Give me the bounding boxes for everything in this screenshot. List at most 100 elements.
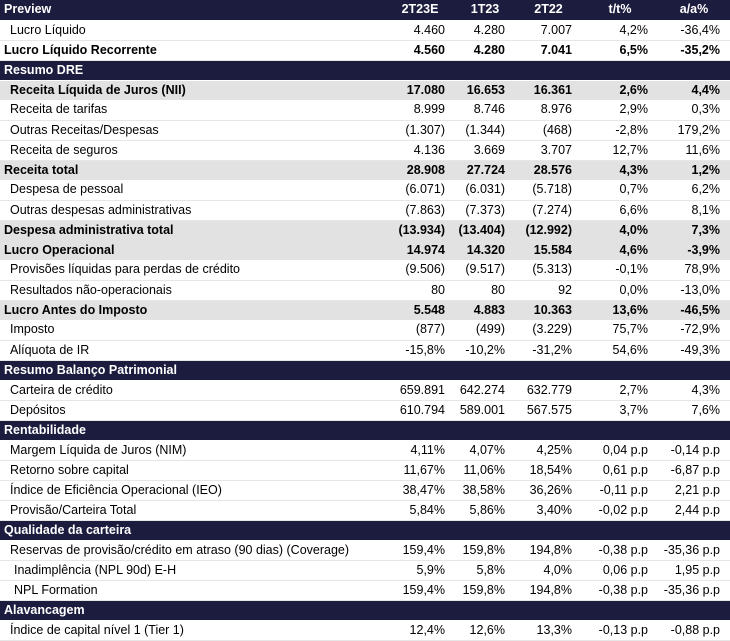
section-title: Qualidade da carteira [0,520,730,541]
row-value: 5,86% [455,500,515,521]
row-value: 4.280 [455,40,515,61]
row-value: 78,9% [658,260,730,281]
row-value: 75,7% [582,320,658,341]
row-value: (12.992) [515,220,582,240]
section-title: Resumo Balanço Patrimonial [0,360,730,381]
row-value: 7,3% [658,220,730,240]
row-label: Índice de Eficiência Operacional (IEO) [0,480,385,501]
row-value: 8.976 [515,100,582,121]
row-value: 11,06% [455,460,515,481]
row-value: 4,3% [582,160,658,180]
section-header-row: Resumo Balanço Patrimonial [0,360,730,381]
row-value: 16.653 [455,80,515,100]
table-row: Alíquota de IR -15,8% -10,2% -31,2% 54,6% -49… [0,340,730,361]
row-label: Outras Receitas/Despesas [0,120,385,141]
section-title: Resumo DRE [0,60,730,81]
row-value: 7.007 [515,20,582,41]
table-row: Provisões líquidas para perdas de crédit… [0,260,730,281]
table-row: Lucro Líquido Recorrente 4.560 4.280 7.041 6… [0,40,730,61]
row-value: 4,07% [455,440,515,461]
row-label: Despesa administrativa total [0,220,385,240]
row-value: (13.404) [455,220,515,240]
table-row: Outras despesas administrativas (7.863) (7… [0,200,730,221]
row-value: 0,61 p.p [582,460,658,481]
row-label: Alíquota de IR [0,340,385,361]
row-value: 2,9% [582,100,658,121]
table-row: Outras Receitas/Despesas (1.307) (1.344) (4… [0,120,730,141]
section-header-row: Qualidade da carteira [0,520,730,541]
table-header-row: Preview 2T23E 1T23 2T22 t/t% a/a% [0,0,730,21]
row-value: 6,2% [658,180,730,201]
row-value: 6,6% [582,200,658,221]
section-title: Rentabilidade [0,420,730,441]
row-value: (7.373) [455,200,515,221]
row-value: 4.560 [385,40,455,61]
row-value: 0,04 p.p [582,440,658,461]
row-label: NPL Formation [0,580,385,601]
row-label: Índice de capital nível 1 (Tier 1) [0,620,385,641]
row-value: 589.001 [455,400,515,421]
row-value: 14.320 [455,240,515,260]
row-value: (6.071) [385,180,455,201]
row-label: Lucro Antes do Imposto [0,300,385,320]
table-row: Lucro Líquido 4.460 4.280 7.007 4,2% -36,4% [0,20,730,41]
row-value: (3.229) [515,320,582,341]
row-label: Receita de seguros [0,140,385,161]
table-row: Inadimplência (NPL 90d) E-H 5,9% 5,8% 4,0% 0… [0,560,730,581]
header-title: Preview [0,0,385,21]
row-value: 13,3% [515,620,582,641]
row-value: -0,88 p.p [658,620,730,641]
row-value: -35,36 p.p [658,540,730,561]
row-value: 1,2% [658,160,730,180]
row-value: 6,5% [582,40,658,61]
row-value: 10.363 [515,300,582,320]
row-value: -10,2% [455,340,515,361]
row-value: 159,4% [385,540,455,561]
table-row: Depósitos 610.794 589.001 567.575 3,7% 7,6% [0,400,730,421]
row-value: 4,25% [515,440,582,461]
row-value: 80 [455,280,515,301]
row-value: 11,67% [385,460,455,481]
row-value: 159,8% [455,580,515,601]
row-value: -15,8% [385,340,455,361]
row-value: 7,6% [658,400,730,421]
table-row: Índice de Eficiência Operacional (IEO) 38… [0,480,730,501]
row-value: 4,4% [658,80,730,100]
table-row: Imposto (877) (499) (3.229) 75,7% -72,9% [0,320,730,341]
row-value: 11,6% [658,140,730,161]
row-value: 2,7% [582,380,658,401]
row-value: 14.974 [385,240,455,260]
row-label: Despesa de pessoal [0,180,385,201]
table-row: Receita de tarifas 8.999 8.746 8.976 2,9% 0,3… [0,100,730,121]
row-label: Resultados não-operacionais [0,280,385,301]
row-value: 4,0% [582,220,658,240]
header-col-2t23e: 2T23E [385,0,455,21]
row-value: (6.031) [455,180,515,201]
header-col-1t23: 1T23 [455,0,515,21]
row-value: -2,8% [582,120,658,141]
row-value: -0,38 p.p [582,580,658,601]
row-value: 4.280 [455,20,515,41]
row-value: (1.307) [385,120,455,141]
row-label: Imposto [0,320,385,341]
row-value: 642.274 [455,380,515,401]
row-value: -35,2% [658,40,730,61]
row-value: -0,11 p.p [582,480,658,501]
row-value: 16.361 [515,80,582,100]
row-label: Depósitos [0,400,385,421]
row-value: -6,87 p.p [658,460,730,481]
row-value: 5.548 [385,300,455,320]
row-label: Receita Líquida de Juros (NII) [0,80,385,100]
row-label: Retorno sobre capital [0,460,385,481]
row-label: Outras despesas administrativas [0,200,385,221]
row-value: 13,6% [582,300,658,320]
row-value: 4,11% [385,440,455,461]
row-value: 80 [385,280,455,301]
row-value: -0,14 p.p [658,440,730,461]
row-value: 28.908 [385,160,455,180]
section-title: Alavancagem [0,600,730,621]
row-value: (5.718) [515,180,582,201]
row-value: -72,9% [658,320,730,341]
row-value: -0,38 p.p [582,540,658,561]
